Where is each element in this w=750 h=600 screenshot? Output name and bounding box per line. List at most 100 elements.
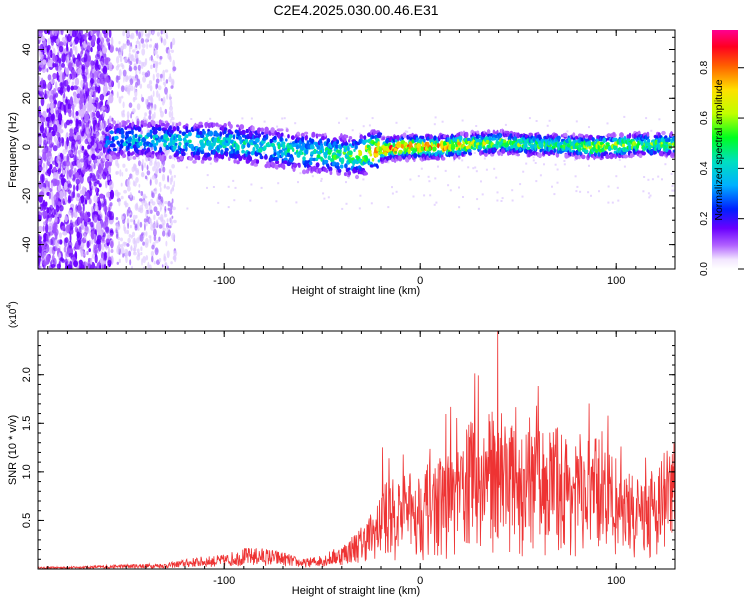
noise-cell (144, 162, 146, 169)
noise-cell (661, 178, 663, 181)
noise-cell (99, 122, 105, 130)
noise-cell (97, 37, 101, 43)
noise-cell (42, 225, 45, 232)
noise-cell (79, 64, 82, 70)
colorbar: 0.00.20.40.60.8 Normalized spectral ampl… (699, 30, 744, 276)
noise-cell (435, 201, 438, 204)
ridge-cell (327, 155, 331, 161)
noise-cell (420, 167, 423, 170)
noise-cell (148, 109, 152, 116)
noise-cell (121, 113, 126, 118)
noise-cell (82, 203, 85, 212)
noise-cell (553, 193, 556, 196)
ridge-cell (177, 137, 183, 142)
noise-cell (556, 168, 559, 171)
noise-cell (54, 214, 58, 223)
noise-cell (130, 113, 133, 119)
noise-cell (44, 243, 50, 254)
spectrogram-marks (38, 30, 675, 269)
ridge-cell (317, 133, 322, 137)
ridge-cell (528, 132, 533, 137)
ridge-cell (524, 134, 529, 138)
ridge-cell (120, 139, 124, 144)
noise-cell (234, 186, 237, 189)
ridge-cell (146, 132, 152, 138)
noise-cell (85, 67, 89, 75)
noise-cell (186, 207, 189, 210)
noise-cell (233, 199, 236, 202)
noise-cell (129, 173, 133, 179)
ridge-cell (300, 132, 305, 138)
noise-cell (48, 231, 54, 236)
noise-cell (140, 246, 143, 251)
colorbar-tick-label: 0.0 (699, 262, 710, 276)
noise-cell (85, 91, 88, 100)
noise-cell (263, 120, 266, 123)
noise-cell (554, 163, 557, 166)
ridge-cell (661, 130, 666, 136)
noise-cell (160, 30, 163, 35)
ridge-cell (504, 142, 510, 148)
noise-cell (185, 166, 188, 169)
noise-cell (664, 163, 667, 166)
noise-cell (136, 78, 141, 86)
noise-cell (88, 55, 91, 63)
ridge-cell (429, 134, 433, 140)
ridge-cell (277, 153, 281, 159)
noise-cell (358, 207, 361, 210)
noise-cell (153, 234, 157, 242)
noise-cell (154, 239, 159, 244)
noise-cell (142, 256, 146, 264)
noise-cell (164, 183, 166, 188)
noise-cell (98, 114, 102, 122)
ridge-cell (200, 124, 204, 128)
noise-cell (45, 162, 48, 173)
colorbar-tick-label: 0.8 (699, 60, 710, 74)
ridge-cell (169, 129, 174, 134)
noise-cell (100, 199, 105, 204)
ridge-cell (324, 159, 328, 165)
noise-cell (480, 180, 482, 183)
noise-cell (144, 222, 146, 231)
noise-cell (105, 180, 108, 188)
noise-cell (49, 204, 54, 211)
noise-cell (115, 233, 119, 239)
noise-cell (116, 146, 119, 152)
noise-cell (75, 111, 79, 116)
noise-cell (64, 215, 68, 223)
y-tick-label: 1.5 (21, 416, 33, 431)
noise-cell (93, 194, 99, 203)
noise-cell (611, 201, 614, 204)
noise-cell (519, 183, 522, 186)
ridge-cell (624, 155, 629, 158)
noise-cell (63, 246, 67, 253)
noise-cell (136, 103, 141, 111)
noise-cell (473, 152, 476, 154)
noise-cell (437, 165, 439, 168)
noise-cell (103, 167, 108, 177)
noise-cell (97, 120, 100, 128)
noise-cell (623, 165, 626, 168)
noise-cell (156, 90, 159, 98)
svg-text:(x104): (x104) (6, 301, 19, 328)
noise-cell (106, 36, 109, 46)
ridge-cell (207, 153, 211, 157)
noise-cell (134, 225, 138, 231)
noise-cell (38, 136, 43, 145)
noise-cell (104, 81, 108, 89)
ridge-cell (225, 152, 228, 157)
noise-cell (50, 108, 54, 115)
noise-cell (453, 159, 455, 162)
noise-cell (38, 258, 41, 267)
ridge-cell (496, 141, 501, 145)
noise-cell (126, 243, 130, 247)
ridge-cell (312, 157, 317, 162)
noise-cell (135, 168, 140, 173)
noise-cell (69, 98, 73, 105)
noise-cell (65, 160, 71, 167)
noise-cell (458, 186, 460, 189)
ridge-cell (241, 149, 246, 154)
ridge-cell (274, 164, 279, 170)
noise-cell (130, 32, 135, 40)
noise-cell (141, 43, 146, 49)
